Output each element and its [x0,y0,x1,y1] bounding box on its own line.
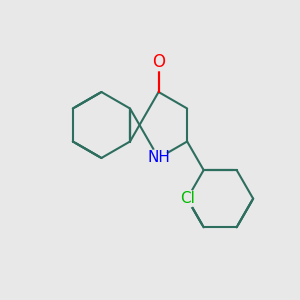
Circle shape [150,52,168,70]
Circle shape [150,149,168,167]
Text: NH: NH [147,151,170,166]
Text: O: O [152,52,165,70]
Circle shape [178,190,196,208]
Text: Cl: Cl [180,191,195,206]
